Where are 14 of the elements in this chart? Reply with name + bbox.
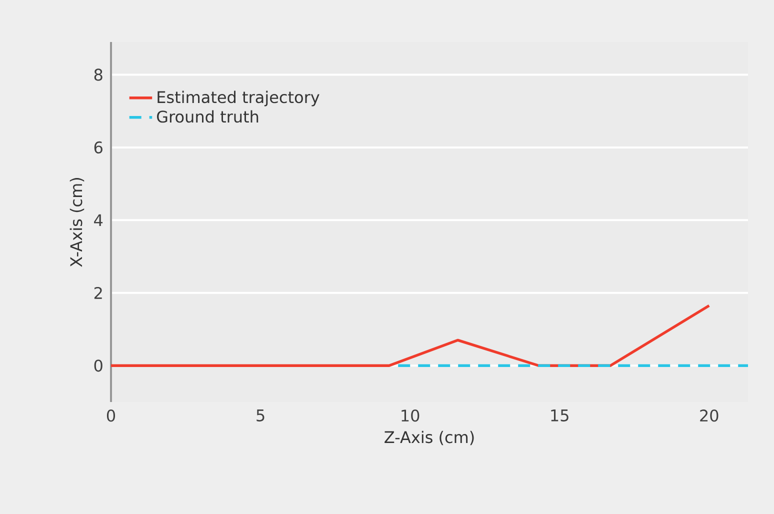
x-tick-label: 15 bbox=[551, 410, 568, 422]
legend-label: Estimated trajectory bbox=[158, 90, 320, 106]
x-tick-label: 10 bbox=[402, 410, 420, 422]
y-axis-title: X-Axis (cm) bbox=[70, 178, 84, 267]
legend-label: Ground truth bbox=[157, 110, 258, 123]
y-tick-label: 4 bbox=[94, 214, 103, 226]
y-tick-label: 6 bbox=[94, 141, 102, 154]
y-tick-label: 8 bbox=[94, 68, 102, 81]
y-tick-label: 2 bbox=[94, 286, 102, 299]
x-tick-label: 5 bbox=[256, 410, 264, 422]
x-tick-label: 20 bbox=[700, 410, 718, 422]
x-tick-label: 0 bbox=[106, 410, 116, 422]
x-axis-title: Z-Axis (cm) bbox=[384, 430, 474, 446]
y-tick-label: 0 bbox=[94, 360, 102, 372]
